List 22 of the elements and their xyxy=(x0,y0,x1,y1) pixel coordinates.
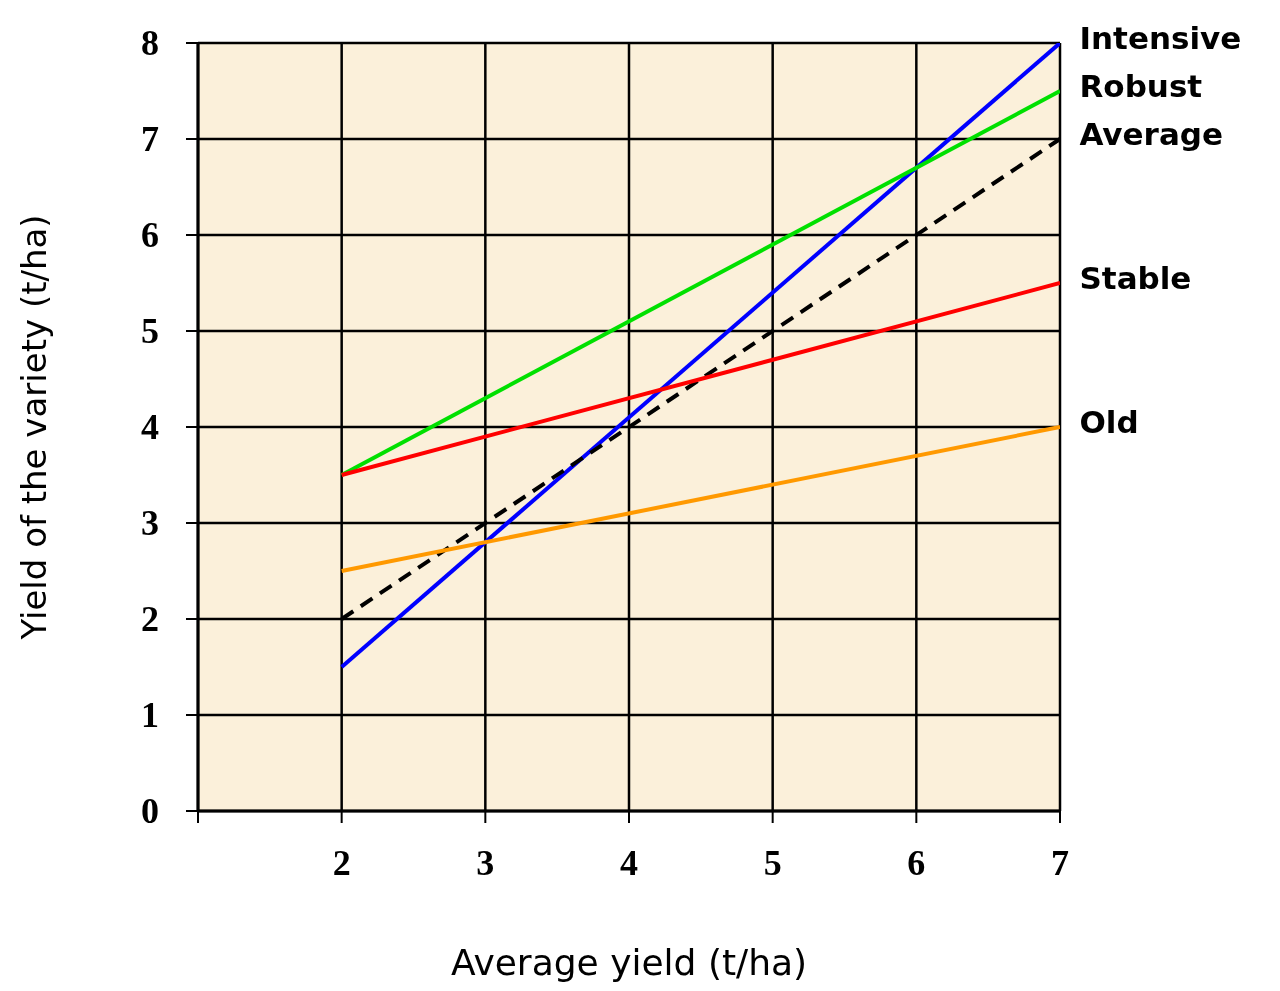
y-tick-label: 5 xyxy=(141,311,159,351)
series-label: Intensive xyxy=(1079,19,1242,56)
series-label: Old xyxy=(1079,403,1139,440)
y-tick-label: 8 xyxy=(141,23,159,63)
x-tick-label: 5 xyxy=(763,843,782,883)
series-label: Stable xyxy=(1079,259,1192,296)
y-tick-label: 0 xyxy=(141,791,159,831)
y-tick-label: 4 xyxy=(141,407,159,447)
y-tick-label: 6 xyxy=(141,215,159,255)
x-tick-label: 7 xyxy=(1051,843,1069,883)
series-label: Robust xyxy=(1079,67,1203,104)
series-label: Average xyxy=(1079,115,1224,152)
x-tick-label: 3 xyxy=(476,843,495,883)
x-tick-label: 6 xyxy=(907,843,926,883)
y-tick-label: 2 xyxy=(141,599,159,639)
y-tick-label: 7 xyxy=(141,119,159,159)
x-axis-title: Average yield (t/ha) xyxy=(450,942,808,983)
x-tick-label: 2 xyxy=(332,843,351,883)
y-tick-label: 1 xyxy=(141,695,159,735)
x-tick-label: 4 xyxy=(620,843,638,883)
y-tick-label: 3 xyxy=(141,503,159,543)
y-axis-title: Yield of the variety (t/ha) xyxy=(14,214,54,641)
